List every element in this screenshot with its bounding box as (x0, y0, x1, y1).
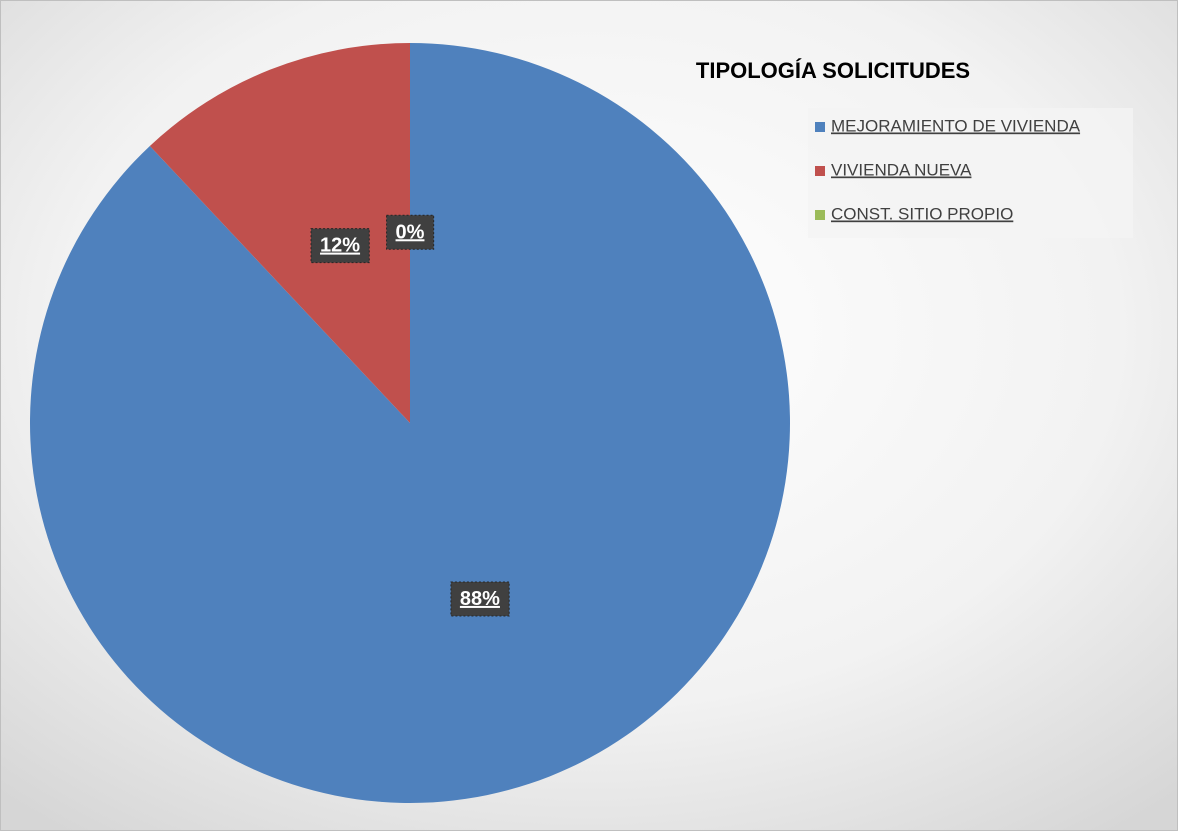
data-label-box (450, 581, 510, 617)
chart-title: TIPOLOGÍA SOLICITUDES (696, 58, 970, 83)
data-label: 0% (386, 214, 435, 250)
pie-slice (149, 42, 410, 423)
data-label-text: 88% (460, 588, 500, 610)
data-label-text: 12% (320, 235, 360, 257)
data-label-box (310, 228, 370, 264)
data-label-box (386, 214, 435, 250)
data-label: 88% (450, 581, 510, 617)
legend-swatch (815, 210, 825, 220)
data-label-text: 0% (396, 221, 425, 243)
legend-label: MEJORAMIENTO DE VIVIENDA (831, 116, 1081, 135)
legend-label: VIVIENDA NUEVA (831, 160, 972, 179)
data-label: 12% (310, 228, 370, 264)
legend-box (808, 108, 1133, 238)
legend-swatch (815, 166, 825, 176)
legend-swatch (815, 122, 825, 132)
legend-label: CONST. SITIO PROPIO (831, 204, 1013, 223)
